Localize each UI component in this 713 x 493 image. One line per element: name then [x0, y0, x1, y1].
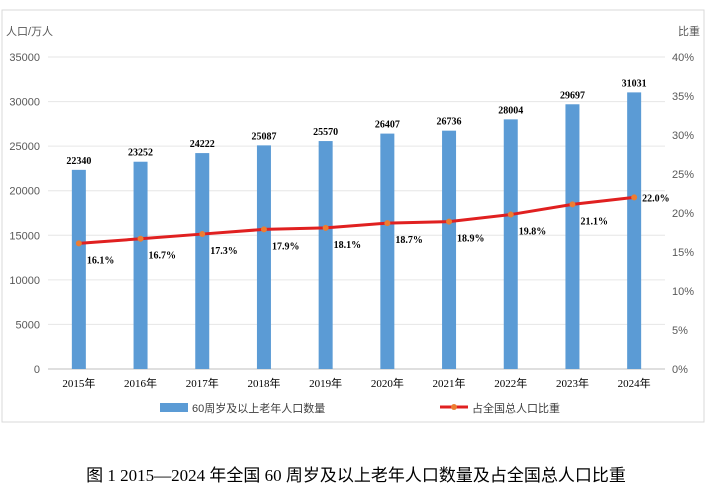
- line-point: [322, 224, 329, 231]
- x-tick-label: 2017年: [186, 376, 219, 390]
- line-value-label: 16.7%: [149, 251, 177, 262]
- x-tick-label: 2016年: [124, 376, 157, 390]
- line-value-label: 17.3%: [210, 246, 238, 257]
- line-point: [631, 194, 638, 201]
- line-point: [199, 231, 206, 238]
- line-value-label: 21.1%: [580, 216, 608, 227]
- ratio-line: [78, 195, 635, 245]
- bar: [380, 133, 395, 369]
- left-tick-label: 10000: [9, 275, 40, 287]
- bar: [318, 141, 333, 369]
- left-axis-title: 人口/万人: [6, 25, 53, 38]
- left-tick-label: 25000: [9, 141, 40, 153]
- line-value-label: 22.0%: [642, 193, 670, 204]
- bar-value-label: 22340: [66, 156, 91, 167]
- bar-value-label: 25087: [251, 131, 276, 142]
- bar: [256, 145, 271, 369]
- line-point: [569, 201, 576, 208]
- left-tick-label: 20000: [9, 186, 40, 198]
- bar-value-label: 26407: [375, 120, 400, 131]
- bar: [503, 119, 518, 369]
- bar-value-label: 25570: [313, 127, 338, 138]
- left-tick-label: 0: [34, 364, 40, 376]
- bar-value-label: 29697: [560, 90, 585, 101]
- legend: 60周岁及以上老年人口数量 占全国总人口比重: [160, 401, 560, 415]
- line-value-label: 18.9%: [457, 234, 485, 245]
- line-point: [137, 235, 144, 242]
- right-tick-label: 10%: [672, 286, 694, 298]
- right-tick-label: 5%: [672, 325, 688, 337]
- left-tick-label: 5000: [16, 319, 40, 331]
- left-tick-label: 35000: [9, 52, 40, 64]
- figure-caption: 图 1 2015—2024 年全国 60 周岁及以上老年人口数量及占全国总人口比…: [86, 466, 626, 485]
- line-point: [446, 218, 453, 225]
- legend-bar-swatch: [160, 403, 188, 412]
- left-tick-label: 30000: [9, 97, 40, 109]
- left-tick-label: 15000: [9, 230, 40, 242]
- right-tick-label: 20%: [672, 208, 694, 220]
- x-tick-label: 2018年: [247, 376, 280, 390]
- bar-value-label: 28004: [498, 105, 523, 116]
- bar: [133, 161, 148, 369]
- bar-value-label: 24222: [190, 139, 215, 150]
- legend-bar-label: 60周岁及以上老年人口数量: [192, 401, 325, 415]
- right-tick-label: 35%: [672, 91, 694, 103]
- bar: [71, 169, 86, 369]
- x-tick-label: 2021年: [433, 376, 466, 390]
- line-point: [507, 211, 514, 218]
- right-axis-title: 比重: [678, 24, 700, 38]
- line-value-label: 18.7%: [395, 235, 423, 246]
- bar-value-label: 23252: [128, 148, 153, 159]
- bar-value-label: 31031: [622, 78, 647, 89]
- x-tick-label: 2019年: [309, 376, 342, 390]
- bar: [442, 130, 457, 369]
- line-value-label: 19.8%: [519, 227, 547, 238]
- chart-frame: [1, 9, 705, 423]
- x-tick-label: 2015年: [62, 376, 95, 390]
- line-point: [260, 226, 267, 233]
- bar: [627, 92, 642, 369]
- right-tick-label: 0%: [672, 364, 688, 376]
- x-tick-label: 2024年: [618, 376, 651, 390]
- line-point: [384, 220, 391, 227]
- legend-line-label: 占全国总人口比重: [472, 401, 560, 415]
- bar-value-label: 26736: [437, 117, 462, 128]
- right-tick-label: 30%: [672, 130, 694, 142]
- legend-line-marker: [451, 404, 457, 410]
- x-tick-label: 2020年: [371, 376, 404, 390]
- right-tick-label: 40%: [672, 52, 694, 64]
- line-point: [75, 240, 82, 247]
- right-tick-label: 15%: [672, 247, 694, 259]
- line-value-label: 16.1%: [87, 255, 115, 266]
- bar: [195, 153, 210, 369]
- line-value-label: 17.9%: [272, 241, 300, 252]
- line-value-label: 18.1%: [334, 240, 362, 251]
- right-tick-label: 25%: [672, 169, 694, 181]
- x-tick-label: 2022年: [494, 376, 527, 390]
- x-tick-label: 2023年: [556, 376, 589, 390]
- bar: [565, 104, 580, 369]
